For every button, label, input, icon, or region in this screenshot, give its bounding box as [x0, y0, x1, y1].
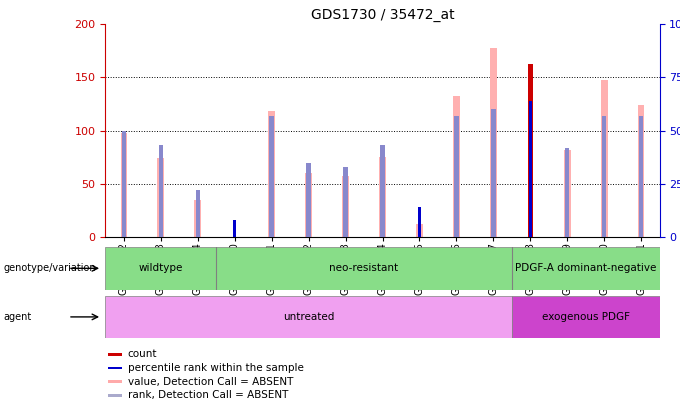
Bar	[342, 176, 349, 237]
Bar	[233, 220, 236, 237]
Text: untreated: untreated	[283, 312, 335, 322]
Text: agent: agent	[3, 312, 32, 322]
Bar	[565, 148, 569, 237]
Bar	[108, 380, 122, 383]
Bar	[108, 394, 122, 396]
Bar	[158, 158, 164, 237]
Bar	[512, 296, 660, 338]
Text: count: count	[128, 350, 157, 360]
Bar	[416, 224, 423, 237]
Bar	[194, 200, 201, 237]
Text: PDGF-A dominant-negative: PDGF-A dominant-negative	[515, 263, 656, 273]
Text: wildtype: wildtype	[139, 263, 183, 273]
Bar	[453, 96, 460, 237]
Bar	[491, 109, 496, 237]
Bar	[418, 207, 421, 237]
Bar	[602, 116, 607, 237]
Bar	[158, 145, 163, 237]
Bar	[528, 64, 532, 237]
Bar	[305, 173, 312, 237]
Bar	[196, 190, 200, 237]
Text: rank, Detection Call = ABSENT: rank, Detection Call = ABSENT	[128, 390, 288, 400]
Bar	[380, 145, 385, 237]
Bar	[490, 48, 496, 237]
Text: value, Detection Call = ABSENT: value, Detection Call = ABSENT	[128, 377, 293, 387]
Bar	[108, 353, 122, 356]
Bar	[564, 150, 571, 237]
Bar	[108, 367, 122, 369]
Text: neo-resistant: neo-resistant	[330, 263, 398, 273]
Bar	[307, 162, 311, 237]
Bar	[638, 105, 645, 237]
Bar	[343, 167, 347, 237]
Bar	[122, 130, 126, 237]
Title: GDS1730 / 35472_at: GDS1730 / 35472_at	[311, 8, 454, 22]
Bar	[269, 111, 275, 237]
Bar	[379, 157, 386, 237]
Bar	[529, 101, 532, 237]
Bar	[105, 296, 512, 338]
Bar	[639, 116, 643, 237]
Bar	[454, 116, 458, 237]
Text: percentile rank within the sample: percentile rank within the sample	[128, 363, 303, 373]
Bar	[269, 116, 274, 237]
Bar	[601, 79, 607, 237]
Text: exogenous PDGF: exogenous PDGF	[542, 312, 630, 322]
Bar	[120, 133, 127, 237]
Text: genotype/variation: genotype/variation	[3, 263, 96, 273]
